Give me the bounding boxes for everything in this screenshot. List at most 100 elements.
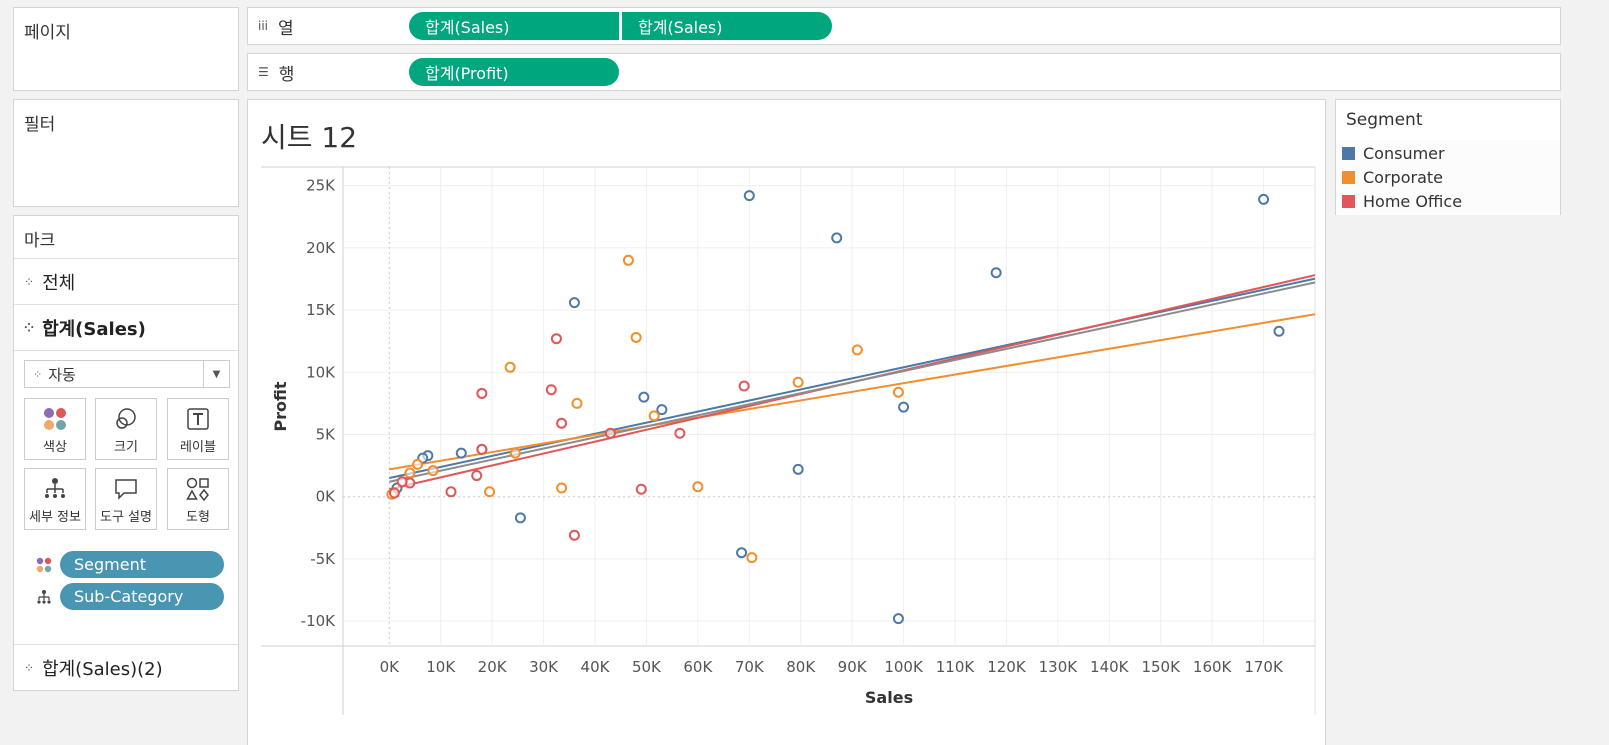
size-button[interactable]: 크기 (95, 398, 157, 460)
y-tick-label: -5K (310, 550, 336, 568)
marks-layer-sales-2[interactable]: ⁘ 합계(Sales)(2) (14, 644, 238, 691)
data-point-corporate (648, 410, 660, 422)
columns-icon: iii (258, 19, 269, 33)
data-point-corporate (484, 486, 496, 498)
data-point-corporate (556, 482, 568, 494)
data-point-corporate (404, 467, 416, 479)
x-tick-label: 130K (1039, 658, 1079, 676)
data-point-corporate (746, 552, 758, 564)
pages-title: 페이지 (24, 23, 71, 43)
columns-label-text: 열 (278, 18, 294, 39)
filters-title: 필터 (24, 115, 56, 135)
segment-pill[interactable]: Segment (60, 551, 224, 578)
marks-layer-all-label: 전체 (42, 272, 76, 294)
marks-title: 마크 (24, 231, 56, 251)
legend-card: Segment Consumer Corporate Home Office (1335, 99, 1561, 215)
pages-card[interactable]: 페이지 (13, 7, 239, 91)
legend-swatch (1342, 195, 1355, 208)
color-icon (44, 408, 66, 430)
data-point-corporate (427, 465, 439, 477)
x-tick-label: 170K (1244, 658, 1284, 676)
x-tick-label: 40K (581, 658, 611, 676)
mark-type-value: 자동 (48, 365, 76, 384)
data-point-home-office (476, 387, 488, 399)
color-button[interactable]: 색상 (24, 398, 86, 460)
data-point-consumer (736, 547, 748, 559)
legend-label: Home Office (1363, 192, 1463, 211)
chevron-down-icon[interactable]: ▼ (203, 361, 229, 387)
scatter-chart[interactable]: 0K 10K 20K 30K 40K 50K 60K 70K 80K 90K 100K 110K 120… (248, 100, 1327, 745)
legend-item-corporate[interactable]: Corporate (1342, 168, 1443, 187)
label-button[interactable]: 레이블 (167, 398, 229, 460)
trend-line-overall (389, 281, 1315, 483)
legend-item-consumer[interactable]: Consumer (1342, 144, 1445, 163)
data-point-corporate (792, 376, 804, 388)
tooltip-icon (115, 479, 137, 500)
multiple-marks-icon: ⁘ (24, 274, 35, 289)
data-point-consumer (892, 613, 904, 625)
data-point-consumer (514, 512, 526, 524)
marks-layer-sales-2-label: 합계(Sales)(2) (42, 659, 163, 680)
color-icon (36, 557, 52, 573)
mark-type-dropdown[interactable]: ⁘ 자동 ▼ (24, 360, 230, 388)
column-pill-sales-2[interactable]: 합계(Sales) (622, 12, 832, 40)
data-point-home-office (388, 487, 400, 499)
x-tick-label: 60K (683, 658, 713, 676)
rows-label-text: 행 (278, 64, 295, 85)
y-tick-label: 0K (316, 488, 337, 506)
data-point-consumer (792, 463, 804, 475)
data-point-consumer (638, 391, 650, 403)
data-point-corporate (630, 331, 642, 343)
rows-icon: ☰ (258, 65, 269, 79)
x-tick-label: 70K (735, 658, 765, 676)
y-tick-label: 20K (306, 239, 336, 257)
data-point-home-office (674, 427, 686, 439)
rows-shelf[interactable]: ☰ 행 합계(Profit) (247, 53, 1561, 91)
sheet-title: 시트 12 (261, 121, 358, 154)
detail-icon (37, 590, 51, 604)
data-point-home-office (635, 483, 647, 495)
data-point-home-office (476, 443, 488, 455)
label-label: 레이블 (180, 440, 216, 455)
x-tick-label: 100K (884, 658, 924, 676)
legend-item-home-office[interactable]: Home Office (1342, 192, 1462, 211)
x-tick-label: 50K (632, 658, 662, 676)
column-pill-sales-1[interactable]: 합계(Sales) (409, 12, 619, 40)
data-point-corporate (504, 361, 516, 373)
detail-button[interactable]: 세부 정보 (24, 468, 86, 530)
filters-card[interactable]: 필터 (13, 99, 239, 207)
data-point-consumer (990, 267, 1002, 279)
x-axis-label: Sales (865, 688, 913, 707)
trend-line-consumer (389, 277, 1315, 480)
data-point-corporate (571, 397, 583, 409)
data-point-consumer (455, 447, 467, 459)
text-label-icon (187, 408, 209, 430)
y-axis-label: Profit (271, 381, 290, 431)
shape-button[interactable]: 도형 (167, 468, 229, 530)
sub-category-pill[interactable]: Sub-Category (60, 583, 224, 610)
view-panel: 시트 12 0K 10K 20K 30K 40K 50K 60K 70K 80K 90K 100K 1… (247, 99, 1326, 745)
trend-line-corporate (389, 313, 1315, 471)
tooltip-label: 도구 설명 (100, 510, 152, 525)
data-point-consumer (1258, 193, 1270, 205)
marks-divider (14, 350, 238, 351)
rows-shelf-label: ☰ 행 (258, 54, 294, 90)
legend-title: Segment (1336, 100, 1560, 140)
shape-label: 도형 (186, 510, 210, 525)
x-tick-label: 150K (1141, 658, 1181, 676)
data-point-home-office (568, 529, 580, 541)
data-point-corporate (692, 481, 704, 493)
data-point-consumer (568, 297, 580, 309)
y-tick-label: 15K (306, 301, 336, 319)
marks-layer-all[interactable]: ⁘ 전체 (14, 258, 238, 304)
data-point-corporate (509, 447, 521, 459)
columns-shelf[interactable]: iii 열 합계(Sales) 합계(Sales) (247, 7, 1561, 45)
row-pill-profit[interactable]: 합계(Profit) (409, 58, 619, 86)
tooltip-button[interactable]: 도구 설명 (95, 468, 157, 530)
data-point-corporate (892, 386, 904, 398)
shape-icon (186, 477, 209, 501)
y-tick-label: 25K (306, 177, 336, 195)
marks-layer-sales[interactable]: ⁘ 합계(Sales) (14, 304, 238, 350)
y-tick-label: 5K (316, 425, 337, 443)
columns-shelf-label: iii 열 (258, 8, 294, 44)
